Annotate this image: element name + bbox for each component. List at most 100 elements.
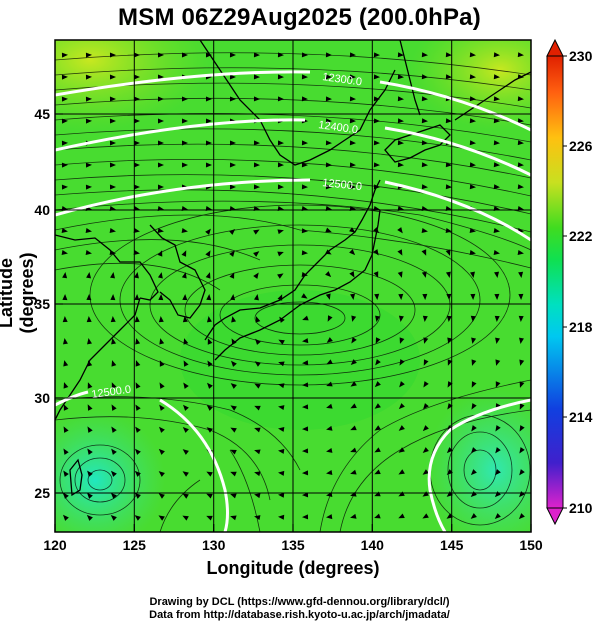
wind-arrow-icon — [349, 52, 356, 58]
wind-arrow-icon — [87, 448, 93, 455]
wind-arrow-icon — [470, 469, 477, 476]
wind-arrow-icon — [159, 360, 165, 367]
wind-arrow-icon — [229, 140, 236, 146]
wind-arrow-icon — [63, 360, 69, 367]
wind-arrow-icon — [351, 337, 357, 344]
wind-arrow-icon — [110, 316, 116, 323]
wind-arrow-icon — [445, 228, 452, 233]
wind-arrow-icon — [397, 118, 404, 124]
wind-arrow-icon — [495, 447, 501, 454]
wind-arrow-icon — [230, 471, 237, 477]
x-tick-label: 135 — [281, 537, 305, 553]
wind-arrow-icon — [495, 381, 501, 388]
wind-arrow-icon — [423, 403, 429, 410]
wind-arrow-icon — [205, 162, 212, 168]
wind-arrow-icon — [349, 96, 356, 102]
wind-arrow-icon — [397, 74, 404, 80]
wind-arrow-icon — [133, 118, 140, 124]
wind-arrow-icon — [134, 470, 141, 477]
wind-arrow-icon — [205, 118, 212, 124]
wind-arrow-icon — [470, 513, 477, 519]
wind-arrow-icon — [517, 184, 524, 190]
wind-arrow-icon — [519, 337, 524, 344]
colorbar-label: 210 — [569, 500, 593, 516]
colorbar-label: 230 — [569, 48, 593, 64]
wind-arrow-icon — [326, 381, 333, 387]
wind-arrow-icon — [111, 360, 117, 367]
wind-arrow-icon — [399, 359, 405, 366]
wind-arrow-icon — [421, 162, 428, 168]
wind-arrow-icon — [87, 338, 92, 345]
wind-arrow-icon — [517, 96, 524, 102]
wind-arrow-icon — [517, 118, 524, 124]
wind-arrow-icon — [375, 337, 381, 344]
wind-arrow-icon — [350, 293, 356, 300]
wind-arrow-icon — [254, 383, 261, 389]
wind-arrow-icon — [134, 316, 140, 323]
wind-arrow-icon — [85, 74, 92, 80]
x-tick-label: 145 — [440, 537, 464, 553]
wind-arrow-icon — [517, 162, 524, 168]
wind-arrow-icon — [110, 470, 117, 477]
wind-arrow-icon — [277, 52, 284, 58]
wind-arrow-icon — [87, 470, 93, 477]
wind-arrow-icon — [326, 425, 333, 431]
wind-arrow-icon — [373, 96, 380, 102]
wind-arrow-icon — [325, 118, 332, 124]
wind-arrow-icon — [61, 228, 68, 233]
wind-arrow-icon — [469, 74, 476, 80]
wind-arrow-icon — [133, 52, 140, 58]
wind-arrow-icon — [423, 381, 429, 388]
wind-arrow-icon — [493, 140, 500, 146]
wind-arrow-icon — [278, 405, 285, 411]
wind-arrow-icon — [519, 425, 525, 432]
wind-arrow-icon — [111, 426, 117, 433]
wind-arrow-icon — [109, 52, 116, 58]
wind-arrow-icon — [109, 228, 116, 233]
wind-arrow-icon — [182, 426, 189, 433]
wind-arrow-icon — [373, 74, 380, 80]
colorbar-min-triangle — [546, 507, 564, 526]
wind-arrow-icon — [61, 162, 68, 168]
wind-arrow-icon — [495, 337, 501, 344]
wind-arrow-icon — [494, 315, 500, 322]
wind-arrow-icon — [493, 250, 500, 255]
wind-arrow-icon — [398, 447, 405, 453]
wind-arrow-icon — [373, 52, 380, 58]
wind-arrow-icon — [325, 293, 331, 300]
wind-arrow-icon — [63, 404, 69, 411]
wind-arrow-icon — [493, 74, 500, 80]
wind-arrow-icon — [469, 118, 476, 124]
wind-arrow-icon — [302, 338, 309, 344]
wind-arrow-icon — [207, 382, 213, 389]
wind-arrow-icon — [230, 427, 237, 433]
wind-arrow-icon — [229, 96, 236, 102]
wind-arrow-icon — [446, 447, 453, 454]
wind-arrow-icon — [85, 184, 92, 190]
wind-arrow-icon — [493, 228, 500, 233]
wind-arrow-icon — [157, 96, 164, 102]
wind-arrow-icon — [493, 162, 500, 168]
wind-arrow-icon — [349, 162, 356, 168]
wind-arrow-icon — [471, 425, 477, 432]
wind-arrow-icon — [421, 249, 427, 256]
wind-arrow-icon — [470, 491, 477, 498]
wind-arrow-icon — [134, 515, 141, 521]
x-tick-label: 120 — [43, 537, 67, 553]
wind-arrow-icon — [302, 470, 309, 476]
wind-arrow-icon — [86, 492, 93, 499]
wind-arrow-icon — [519, 359, 525, 366]
wind-arrow-icon — [182, 471, 189, 477]
wind-arrow-icon — [206, 471, 213, 477]
contour-label-12400: 12400.0 — [318, 119, 359, 136]
x-tick-label: 150 — [519, 537, 543, 553]
wind-arrow-icon — [421, 140, 428, 146]
wind-arrow-icon — [301, 162, 308, 168]
wind-arrow-icon — [398, 425, 405, 431]
wind-arrow-icon — [374, 513, 381, 519]
wind-arrow-icon — [374, 425, 381, 431]
wind-arrow-icon — [254, 405, 261, 411]
wind-arrow-icon — [421, 96, 428, 102]
wind-arrow-icon — [158, 493, 165, 499]
wind-arrow-icon — [302, 404, 309, 410]
